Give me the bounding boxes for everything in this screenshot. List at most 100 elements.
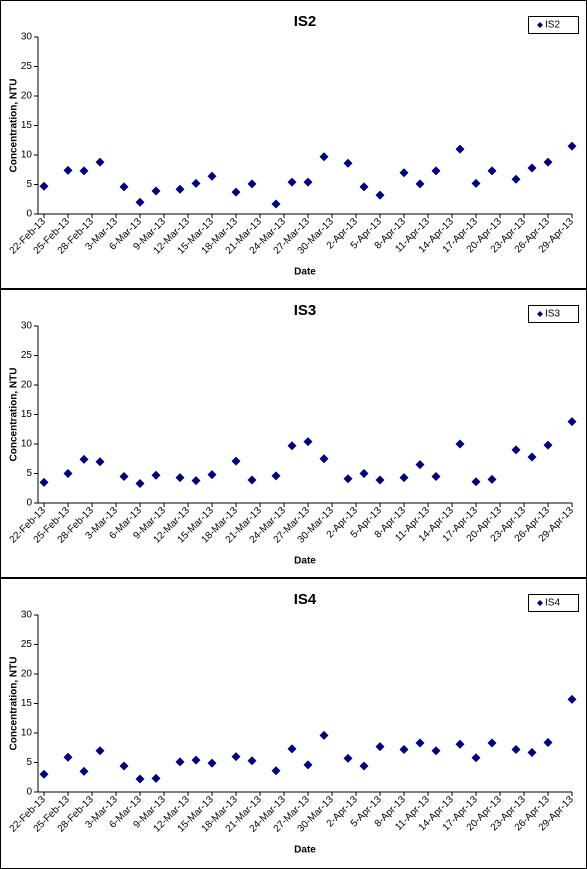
y-tick-label: 25: [21, 639, 33, 650]
data-point: [343, 158, 353, 168]
legend-box: [528, 305, 579, 323]
y-tick-label: 5: [26, 179, 32, 190]
data-point: [191, 178, 201, 188]
data-point: [415, 179, 425, 189]
data-point: [135, 479, 145, 489]
data-point: [543, 440, 553, 450]
y-axis-label: Concentration, NTU: [9, 657, 20, 751]
y-tick-label: 25: [21, 350, 33, 361]
data-point: [151, 186, 161, 196]
data-point: [543, 737, 553, 747]
data-point: [399, 168, 409, 178]
data-point: [119, 761, 129, 771]
y-tick-label: 5: [26, 468, 32, 479]
y-tick-label: 25: [21, 61, 33, 72]
data-point: [79, 166, 89, 176]
chart-panel: IS305101520253022-Feb-1325-Feb-1328-Feb-…: [0, 289, 587, 578]
y-tick-label: 20: [21, 669, 33, 680]
data-point: [359, 761, 369, 771]
data-point: [119, 471, 129, 481]
data-point: [455, 439, 465, 449]
data-point: [231, 187, 241, 197]
y-tick-label: 15: [21, 698, 33, 709]
data-point: [527, 452, 537, 462]
y-tick-label: 10: [21, 728, 33, 739]
data-point: [415, 738, 425, 748]
y-tick-label: 30: [21, 610, 33, 621]
x-axis-label: Date: [294, 267, 316, 278]
data-point: [175, 473, 185, 483]
data-point: [191, 476, 201, 486]
chart-title: IS3: [294, 302, 317, 319]
y-tick-label: 15: [21, 120, 33, 131]
data-point: [271, 199, 281, 209]
y-tick-label: 20: [21, 380, 33, 391]
data-point: [247, 475, 257, 485]
data-point: [399, 745, 409, 755]
data-point: [431, 166, 441, 176]
data-point: [455, 144, 465, 154]
data-point: [543, 157, 553, 167]
data-point: [231, 752, 241, 762]
legend-marker: [537, 22, 543, 28]
data-point: [455, 739, 465, 749]
y-tick-label: 0: [26, 787, 32, 798]
legend: IS3: [528, 305, 579, 323]
data-point: [135, 774, 145, 784]
data-point: [375, 742, 385, 752]
legend-box: [528, 16, 579, 34]
chart-title: IS4: [294, 591, 317, 608]
data-point: [287, 441, 297, 451]
data-point: [287, 744, 297, 754]
data-point: [191, 755, 201, 765]
legend-label: IS4: [545, 598, 560, 609]
data-point: [231, 456, 241, 466]
data-point: [431, 746, 441, 756]
legend-marker: [537, 311, 543, 317]
data-point: [39, 477, 49, 487]
data-point: [375, 475, 385, 485]
data-point: [39, 769, 49, 779]
data-point: [95, 746, 105, 756]
data-point: [375, 190, 385, 200]
data-point: [511, 745, 521, 755]
data-point: [567, 694, 577, 704]
data-point: [303, 760, 313, 770]
data-point: [471, 178, 481, 188]
data-point: [95, 457, 105, 467]
y-tick-label: 10: [21, 439, 33, 450]
y-tick-label: 0: [26, 209, 32, 220]
y-tick-label: 30: [21, 321, 33, 332]
data-point: [247, 179, 257, 189]
data-point: [359, 182, 369, 192]
data-point: [487, 738, 497, 748]
data-point: [207, 470, 217, 480]
data-point: [471, 753, 481, 763]
data-point: [303, 177, 313, 187]
data-point: [431, 471, 441, 481]
x-axis-label: Date: [294, 845, 316, 856]
data-point: [271, 766, 281, 776]
data-point: [511, 174, 521, 184]
data-point: [399, 473, 409, 483]
data-point: [79, 454, 89, 464]
data-point: [63, 752, 73, 762]
x-axis-label: Date: [294, 556, 316, 567]
legend-label: IS2: [545, 20, 560, 31]
data-point: [63, 165, 73, 175]
data-point: [303, 437, 313, 447]
panel-border: [0, 578, 587, 869]
data-point: [511, 445, 521, 455]
data-point: [527, 747, 537, 757]
data-point: [247, 756, 257, 766]
data-point: [319, 152, 329, 162]
data-point: [207, 758, 217, 768]
data-point: [63, 469, 73, 478]
chart-panel: IS205101520253022-Feb-1325-Feb-1328-Feb-…: [0, 0, 587, 289]
y-tick-label: 10: [21, 150, 33, 161]
legend: IS2: [528, 16, 579, 34]
y-tick-label: 30: [21, 32, 33, 43]
data-point: [415, 460, 425, 470]
chart-title: IS2: [294, 13, 317, 30]
data-point: [119, 182, 129, 192]
